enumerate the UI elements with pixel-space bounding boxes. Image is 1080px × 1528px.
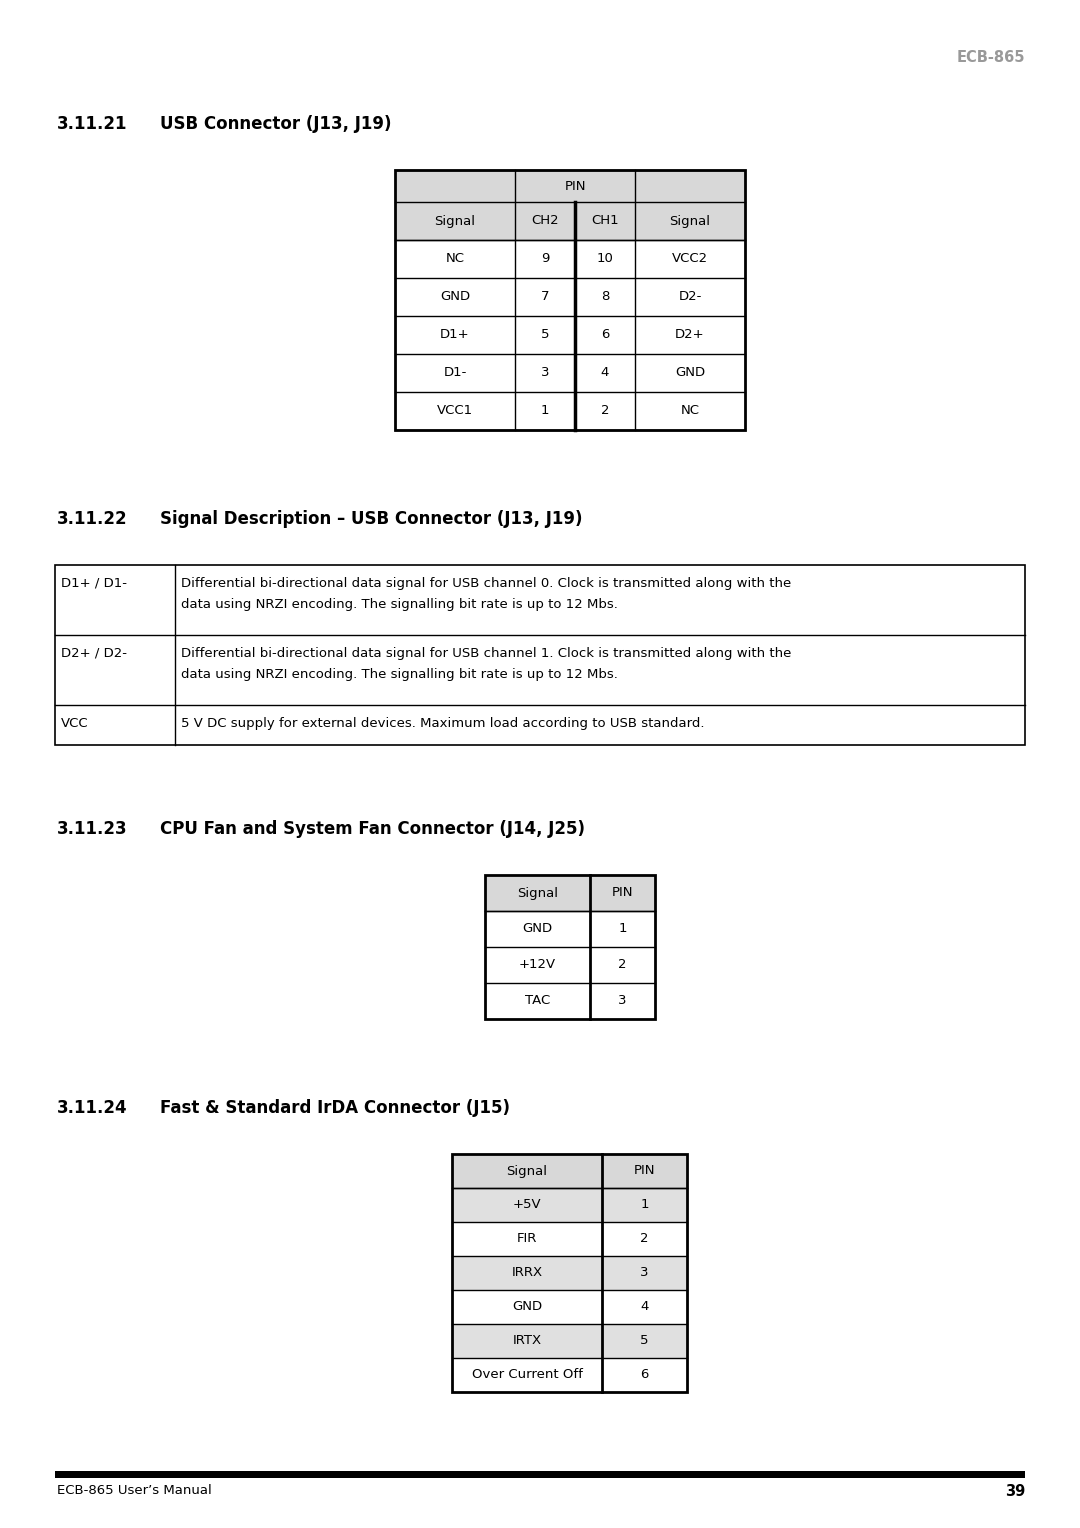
Text: 10: 10 [596, 252, 613, 266]
Bar [453, 1187, 687, 1222]
Bar [453, 1154, 687, 1187]
Text: 3: 3 [541, 367, 550, 379]
Bar [453, 1154, 687, 1392]
Bar [485, 876, 654, 911]
Text: IRRX: IRRX [512, 1267, 542, 1279]
Text: ECB-865: ECB-865 [957, 50, 1025, 66]
Text: 5: 5 [640, 1334, 649, 1348]
Text: VCC1: VCC1 [437, 405, 473, 417]
Bar [55, 565, 1025, 746]
Text: GND: GND [675, 367, 705, 379]
Text: Over Current Off: Over Current Off [472, 1369, 582, 1381]
Text: PIN: PIN [611, 886, 633, 900]
Text: Signal: Signal [517, 886, 558, 900]
Text: +5V: +5V [513, 1198, 541, 1212]
Text: VCC2: VCC2 [672, 252, 708, 266]
Text: Fast & Standard IrDA Connector (J15): Fast & Standard IrDA Connector (J15) [160, 1099, 510, 1117]
Text: 5: 5 [541, 329, 550, 341]
Text: 4: 4 [640, 1300, 649, 1314]
Bar [395, 170, 745, 429]
Text: 7: 7 [541, 290, 550, 304]
Bar [453, 1222, 687, 1256]
Bar [55, 1471, 1025, 1478]
Text: D1-: D1- [443, 367, 467, 379]
Text: 1: 1 [640, 1198, 649, 1212]
Text: NC: NC [680, 405, 700, 417]
Bar [395, 170, 745, 240]
Text: 39: 39 [1004, 1484, 1025, 1499]
Text: D1+: D1+ [441, 329, 470, 341]
Bar [453, 1290, 687, 1323]
Text: 6: 6 [600, 329, 609, 341]
Text: TAC: TAC [525, 995, 550, 1007]
Text: data using NRZI encoding. The signalling bit rate is up to 12 Mbs.: data using NRZI encoding. The signalling… [181, 668, 618, 681]
Text: data using NRZI encoding. The signalling bit rate is up to 12 Mbs.: data using NRZI encoding. The signalling… [181, 597, 618, 611]
Bar [485, 876, 654, 1019]
Text: 3: 3 [640, 1267, 649, 1279]
Text: CH1: CH1 [591, 214, 619, 228]
Text: D2+: D2+ [675, 329, 705, 341]
Text: 8: 8 [600, 290, 609, 304]
Text: 2: 2 [640, 1233, 649, 1245]
Text: 3.11.24: 3.11.24 [57, 1099, 127, 1117]
Text: D2-: D2- [678, 290, 702, 304]
Text: 3: 3 [618, 995, 626, 1007]
Text: 2: 2 [600, 405, 609, 417]
Text: FIR: FIR [517, 1233, 537, 1245]
Text: USB Connector (J13, J19): USB Connector (J13, J19) [160, 115, 391, 133]
Text: +12V: +12V [518, 958, 556, 972]
Text: 3.11.21: 3.11.21 [57, 115, 127, 133]
Text: 9: 9 [541, 252, 550, 266]
Text: 6: 6 [640, 1369, 649, 1381]
Text: PIN: PIN [564, 179, 585, 193]
Text: VCC: VCC [60, 717, 89, 730]
Text: Signal: Signal [434, 214, 475, 228]
Text: ECB-865 User’s Manual: ECB-865 User’s Manual [57, 1484, 212, 1497]
Text: Signal Description – USB Connector (J13, J19): Signal Description – USB Connector (J13,… [160, 510, 582, 529]
Text: IRTX: IRTX [512, 1334, 541, 1348]
Text: Differential bi-directional data signal for USB channel 1. Clock is transmitted : Differential bi-directional data signal … [181, 646, 792, 660]
Text: 3.11.22: 3.11.22 [57, 510, 127, 529]
Text: GND: GND [440, 290, 470, 304]
Text: 4: 4 [600, 367, 609, 379]
Text: GND: GND [512, 1300, 542, 1314]
Text: 1: 1 [618, 923, 626, 935]
Text: 1: 1 [541, 405, 550, 417]
Text: D1+ / D1-: D1+ / D1- [60, 578, 127, 590]
Text: CPU Fan and System Fan Connector (J14, J25): CPU Fan and System Fan Connector (J14, J… [160, 821, 585, 837]
Text: NC: NC [446, 252, 464, 266]
Text: 2: 2 [618, 958, 626, 972]
Text: Signal: Signal [670, 214, 711, 228]
Text: D2+ / D2-: D2+ / D2- [60, 646, 127, 660]
Text: GND: GND [523, 923, 553, 935]
Text: 5 V DC supply for external devices. Maximum load according to USB standard.: 5 V DC supply for external devices. Maxi… [181, 717, 704, 730]
Text: PIN: PIN [634, 1164, 656, 1178]
Text: Differential bi-directional data signal for USB channel 0. Clock is transmitted : Differential bi-directional data signal … [181, 578, 792, 590]
Bar [453, 1256, 687, 1290]
Text: Signal: Signal [507, 1164, 548, 1178]
Text: CH2: CH2 [531, 214, 558, 228]
Text: 3.11.23: 3.11.23 [57, 821, 127, 837]
Bar [453, 1323, 687, 1358]
Bar [453, 1358, 687, 1392]
